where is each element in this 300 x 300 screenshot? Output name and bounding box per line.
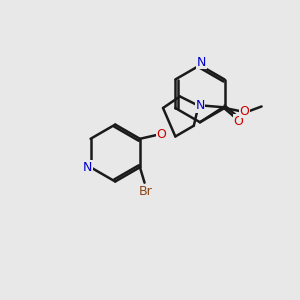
- Text: O: O: [233, 115, 243, 128]
- Text: N: N: [195, 99, 205, 112]
- Text: O: O: [240, 105, 250, 118]
- Text: N: N: [83, 161, 92, 174]
- Text: N: N: [197, 56, 206, 69]
- Text: O: O: [157, 128, 166, 141]
- Text: Br: Br: [139, 185, 153, 198]
